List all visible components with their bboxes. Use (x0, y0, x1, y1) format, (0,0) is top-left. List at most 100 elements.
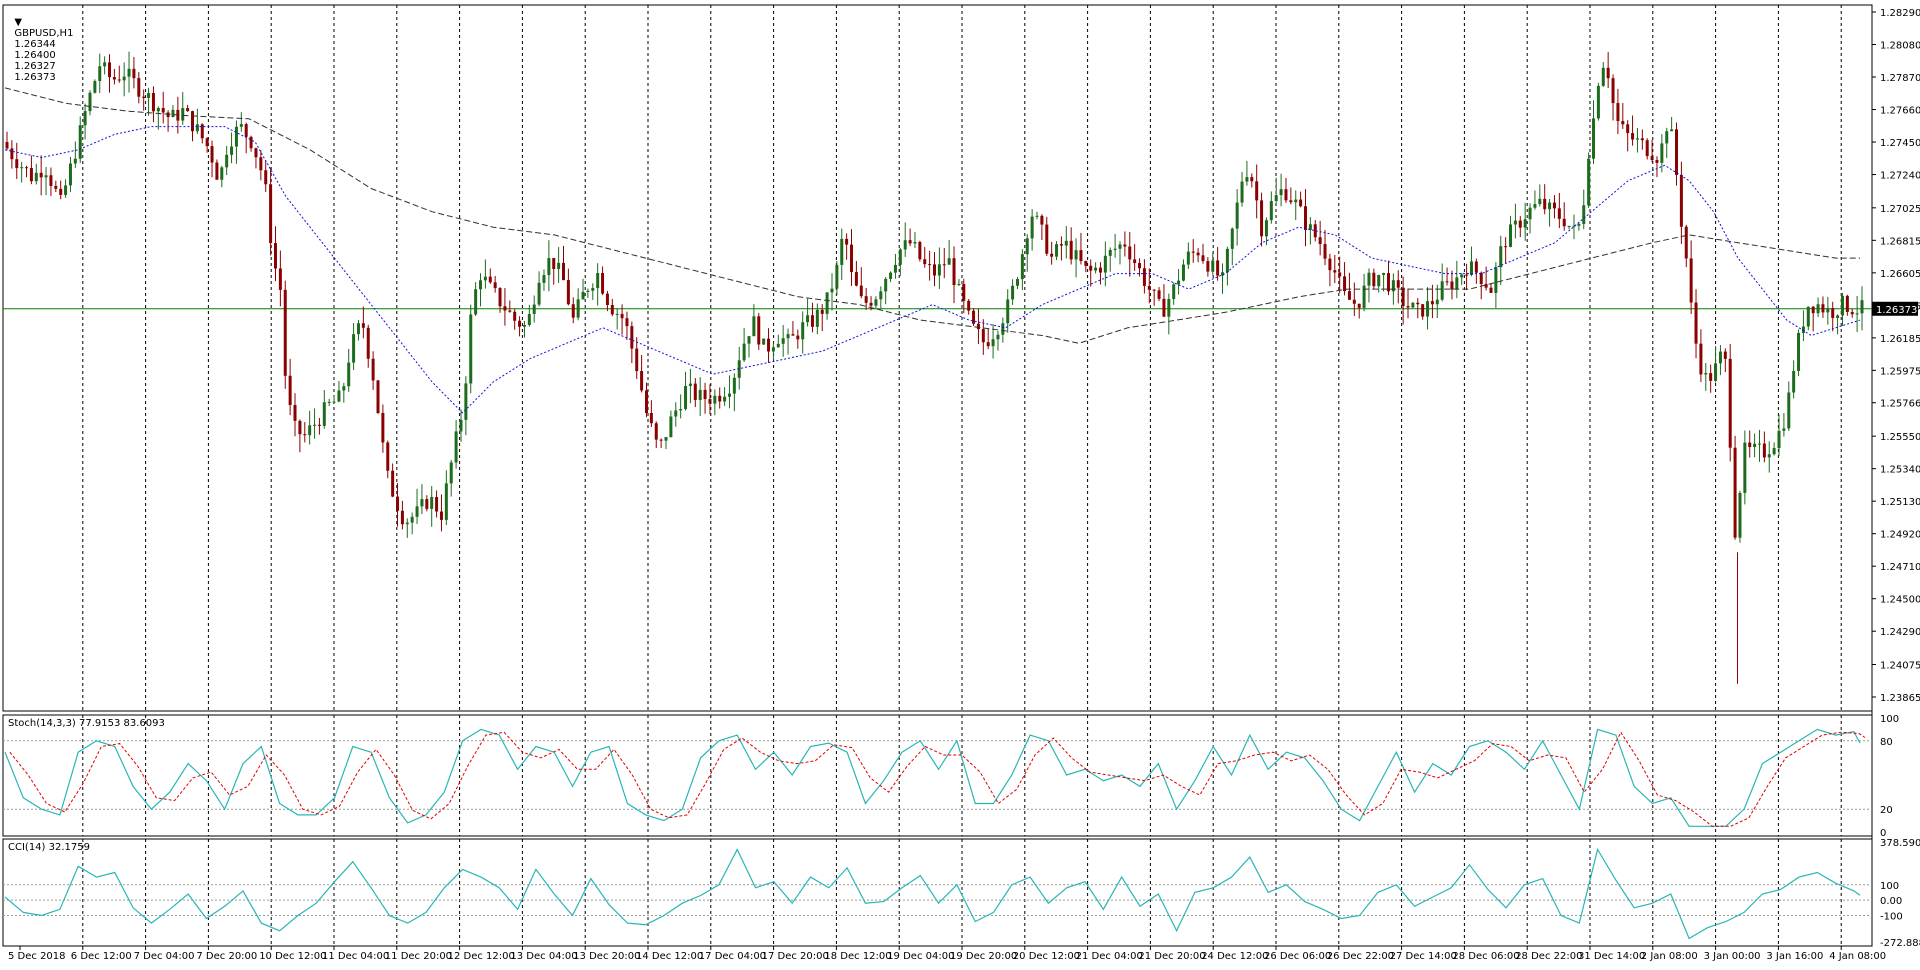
bull-candle (679, 409, 683, 411)
time-tick-label: 19 Dec 04:00 (887, 951, 954, 962)
bear-candle (1050, 253, 1054, 257)
bull-candle (239, 124, 243, 127)
bull-candle (225, 154, 229, 168)
bull-candle (342, 386, 346, 391)
bear-candle (1123, 244, 1127, 247)
bull-candle (996, 334, 1000, 340)
bear-candle (117, 79, 121, 81)
bear-candle (859, 285, 863, 297)
bear-candle (1831, 308, 1835, 318)
bear-candle (986, 342, 990, 347)
bear-candle (112, 77, 116, 80)
cci-panel-frame (2, 838, 1873, 947)
bear-candle (186, 108, 190, 112)
bull-candle (1509, 224, 1513, 247)
bear-candle (278, 268, 282, 290)
bear-candle (108, 62, 112, 78)
bull-candle (537, 282, 541, 305)
bear-candle (1401, 287, 1405, 307)
time-tick-label: 26 Dec 06:00 (1264, 951, 1331, 962)
bull-candle (20, 167, 24, 169)
bull-candle (430, 497, 434, 509)
bear-candle (10, 148, 14, 160)
bear-candle (493, 282, 497, 289)
time-tick-label: 11 Dec 04:00 (322, 951, 389, 962)
price-tick-label: 1.24290 (1880, 627, 1920, 638)
bear-candle (303, 434, 307, 436)
bull-candle (669, 416, 673, 438)
bull-candle (444, 483, 448, 520)
bull-candle (947, 258, 951, 265)
price-tick-label: 1.26605 (1880, 269, 1920, 280)
stoch-level-label: 20 (1880, 805, 1893, 816)
bear-candle (1386, 273, 1390, 292)
bear-candle (1626, 124, 1630, 134)
time-tick-label: 3 Jan 00:00 (1704, 951, 1761, 962)
bull-candle (664, 437, 668, 441)
price-tick-label: 1.26185 (1880, 334, 1920, 345)
bear-candle (1489, 287, 1493, 293)
bear-candle (1313, 224, 1317, 238)
price-tick-label: 1.26815 (1880, 236, 1920, 247)
bull-candle (737, 360, 741, 378)
bear-candle (962, 283, 966, 301)
bear-candle (1811, 306, 1815, 314)
bear-candle (1147, 285, 1151, 290)
bull-candle (1264, 220, 1268, 237)
bull-candle (1757, 443, 1761, 445)
bear-candle (1191, 251, 1195, 253)
ohlc-high: 1.26400 (14, 50, 56, 61)
time-tick-label: 21 Dec 04:00 (1076, 951, 1143, 962)
bull-candle (957, 283, 961, 285)
bull-candle (1855, 313, 1859, 315)
bull-candle (1103, 255, 1107, 273)
bull-candle (127, 68, 131, 77)
bull-candle (1792, 370, 1796, 393)
cci-tick-label: 0.00 (1880, 896, 1902, 907)
bear-candle (1352, 299, 1356, 304)
bear-candle (605, 293, 609, 306)
bull-candle (1382, 273, 1386, 275)
bear-candle (1142, 268, 1146, 286)
bear-candle (49, 175, 53, 186)
bull-candle (1025, 238, 1029, 255)
bull-candle (1308, 224, 1312, 230)
bull-candle (1743, 442, 1747, 493)
bull-candle (835, 264, 839, 289)
bear-candle (1445, 281, 1449, 283)
bull-candle (1245, 177, 1249, 182)
bear-candle (1684, 226, 1688, 259)
bear-candle (1372, 272, 1376, 287)
bull-candle (220, 167, 224, 180)
bear-candle (1611, 78, 1615, 104)
bull-candle (752, 316, 756, 337)
collapse-triangle-icon[interactable]: ▼ (14, 17, 23, 28)
bear-candle (1845, 295, 1849, 312)
cci-header: CCI(14) 32.1759 (8, 842, 90, 853)
time-tick-label: 18 Dec 12:00 (824, 951, 891, 962)
stoch-level-label: 100 (1880, 714, 1899, 725)
bear-candle (5, 142, 9, 149)
bear-candle (1318, 237, 1322, 245)
bull-candle (1753, 443, 1757, 448)
bear-candle (400, 510, 404, 525)
bear-candle (1084, 261, 1088, 266)
time-tick-label: 26 Dec 22:00 (1327, 951, 1394, 962)
bear-candle (191, 111, 194, 132)
bear-candle (439, 511, 443, 520)
bull-candle (937, 264, 941, 276)
bull-candle (762, 338, 766, 345)
price-tick-label: 1.25130 (1880, 497, 1920, 508)
bear-candle (161, 107, 165, 113)
bear-candle (850, 244, 854, 273)
bear-candle (1059, 244, 1063, 246)
bull-candle (1460, 274, 1464, 278)
bull-candle (88, 92, 92, 112)
bull-candle (1377, 274, 1381, 287)
cci-line (4, 847, 1861, 940)
bull-candle (522, 324, 526, 327)
bull-candle (420, 499, 424, 507)
bear-candle (1518, 220, 1522, 228)
